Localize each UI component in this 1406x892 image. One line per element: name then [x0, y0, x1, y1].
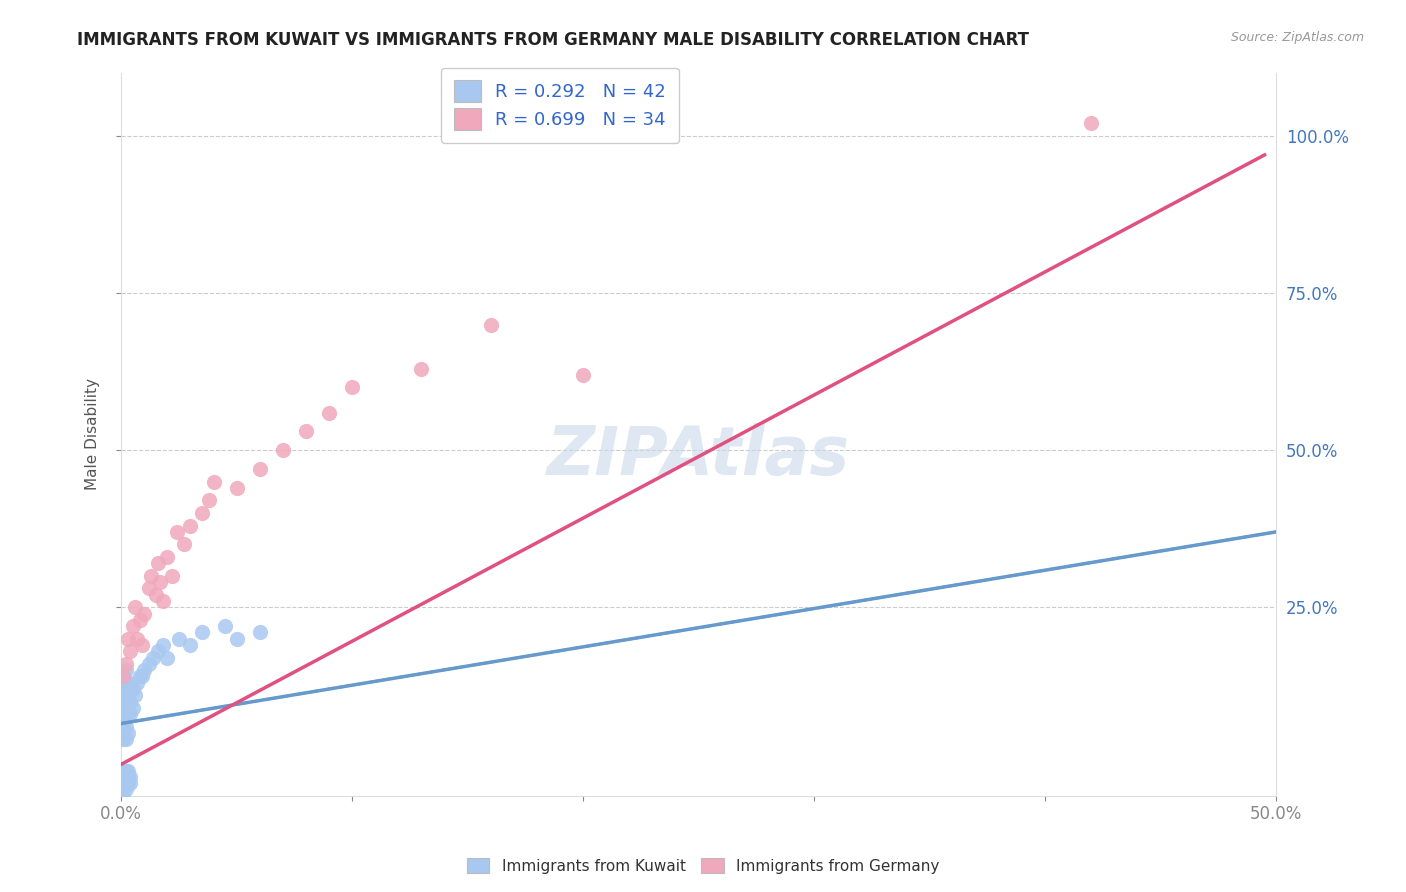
Point — [112, 770, 135, 784]
Point — [179, 518, 201, 533]
Point — [112, 776, 135, 790]
Point — [114, 694, 136, 708]
Point — [112, 789, 135, 803]
Point — [152, 594, 174, 608]
Point — [117, 681, 139, 696]
Point — [128, 669, 150, 683]
Point — [146, 644, 169, 658]
Point — [117, 770, 139, 784]
Point — [114, 732, 136, 747]
Point — [120, 707, 142, 722]
Point — [202, 475, 225, 489]
Point — [138, 657, 160, 671]
Text: IMMIGRANTS FROM KUWAIT VS IMMIGRANTS FROM GERMANY MALE DISABILITY CORRELATION CH: IMMIGRANTS FROM KUWAIT VS IMMIGRANTS FRO… — [77, 31, 1029, 49]
Point — [134, 607, 156, 621]
Point — [198, 493, 221, 508]
Point — [124, 688, 146, 702]
Point — [117, 764, 139, 778]
Point — [112, 776, 135, 790]
Point — [1080, 116, 1102, 130]
Point — [112, 688, 135, 702]
Point — [114, 770, 136, 784]
Point — [145, 588, 167, 602]
Point — [112, 720, 135, 734]
Point — [112, 700, 135, 714]
Point — [114, 782, 136, 797]
Point — [271, 443, 294, 458]
Point — [120, 770, 142, 784]
Point — [117, 726, 139, 740]
Point — [114, 675, 136, 690]
Point — [117, 632, 139, 646]
Y-axis label: Male Disability: Male Disability — [86, 378, 100, 491]
Point — [112, 669, 135, 683]
Point — [121, 619, 143, 633]
Point — [121, 700, 143, 714]
Point — [411, 361, 433, 376]
Point — [318, 405, 340, 419]
Point — [112, 764, 135, 778]
Point — [173, 537, 195, 551]
Point — [141, 569, 163, 583]
Point — [117, 694, 139, 708]
Point — [112, 707, 135, 722]
Point — [120, 675, 142, 690]
Point — [114, 764, 136, 778]
Point — [114, 681, 136, 696]
Point — [112, 770, 135, 784]
Point — [146, 556, 169, 570]
Text: Source: ZipAtlas.com: Source: ZipAtlas.com — [1230, 31, 1364, 45]
Point — [152, 638, 174, 652]
Point — [179, 638, 201, 652]
Point — [225, 632, 247, 646]
Point — [120, 776, 142, 790]
Point — [249, 462, 271, 476]
Point — [120, 694, 142, 708]
Point — [112, 714, 135, 728]
Point — [131, 669, 153, 683]
Point — [167, 632, 190, 646]
Point — [156, 549, 179, 564]
Point — [166, 524, 188, 539]
Legend: R = 0.292   N = 42, R = 0.699   N = 34: R = 0.292 N = 42, R = 0.699 N = 34 — [441, 68, 679, 143]
Point — [112, 681, 135, 696]
Point — [117, 776, 139, 790]
Point — [225, 481, 247, 495]
Point — [191, 625, 214, 640]
Point — [114, 720, 136, 734]
Point — [131, 638, 153, 652]
Point — [127, 632, 149, 646]
Point — [114, 707, 136, 722]
Point — [138, 582, 160, 596]
Point — [117, 707, 139, 722]
Point — [134, 663, 156, 677]
Point — [191, 506, 214, 520]
Point — [340, 380, 363, 394]
Point — [112, 726, 135, 740]
Point — [120, 644, 142, 658]
Point — [124, 600, 146, 615]
Point — [112, 732, 135, 747]
Point — [112, 694, 135, 708]
Text: ZIPAtlas: ZIPAtlas — [547, 423, 851, 489]
Point — [479, 318, 502, 332]
Point — [149, 575, 172, 590]
Point — [114, 657, 136, 671]
Point — [160, 569, 183, 583]
Legend: Immigrants from Kuwait, Immigrants from Germany: Immigrants from Kuwait, Immigrants from … — [460, 852, 946, 880]
Point — [572, 368, 595, 382]
Point — [112, 669, 135, 683]
Point — [214, 619, 236, 633]
Point — [114, 663, 136, 677]
Point — [112, 782, 135, 797]
Point — [127, 675, 149, 690]
Point — [121, 681, 143, 696]
Point — [156, 650, 179, 665]
Point — [249, 625, 271, 640]
Point — [142, 650, 165, 665]
Point — [295, 425, 318, 439]
Point — [128, 613, 150, 627]
